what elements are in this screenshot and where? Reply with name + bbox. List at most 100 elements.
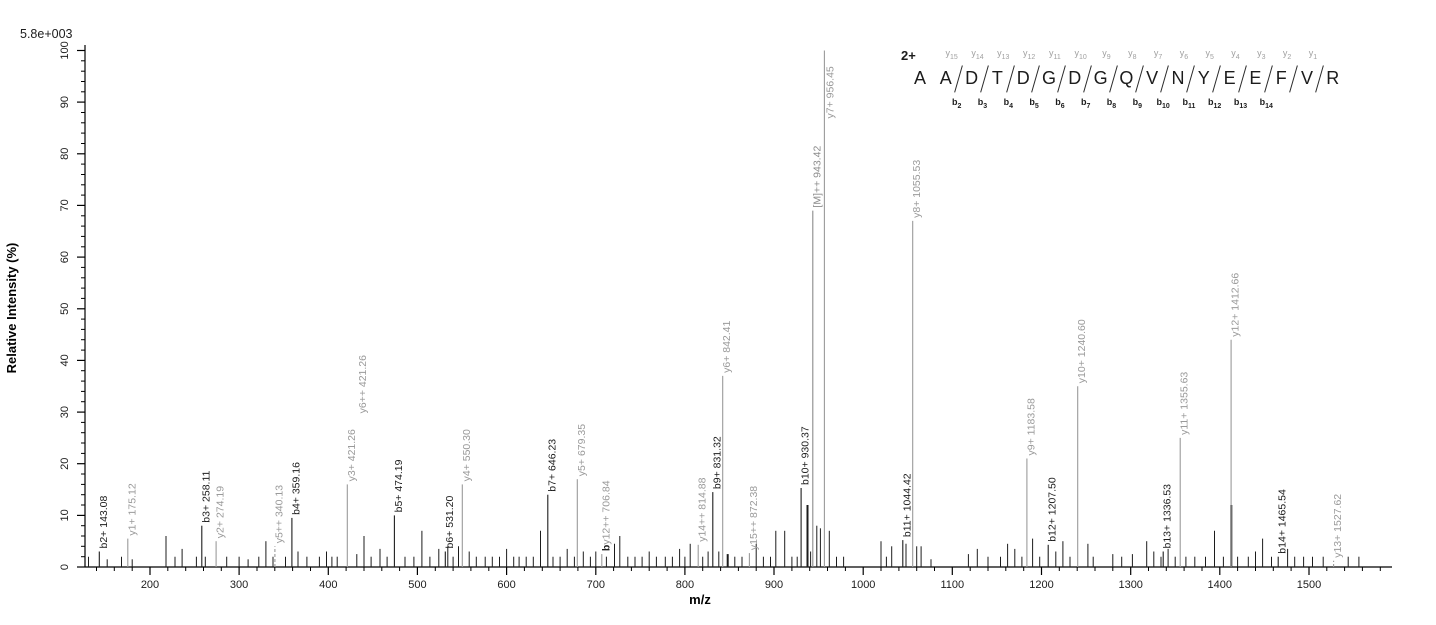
y-ion-label: y1	[1308, 48, 1318, 61]
sequence-residue: A	[913, 68, 926, 88]
y-tick-label: 60	[59, 251, 71, 263]
x-tick-label: 900	[765, 579, 783, 591]
x-tick-label: 1400	[1208, 579, 1232, 591]
x-tick-label: 500	[408, 579, 426, 591]
sequence-residue: E	[1249, 68, 1262, 88]
y-ion-label: y2	[1282, 48, 1292, 61]
y-tick-label: 50	[59, 303, 71, 315]
y-tick-label: 20	[59, 458, 71, 470]
peak-label: y5++ 340.13	[273, 485, 285, 544]
y-ion-label: y13	[997, 48, 1010, 61]
peak-label: y5+ 679.35	[576, 424, 588, 476]
b-ion-label: b10	[1156, 97, 1170, 110]
b-ion-label: b11	[1182, 97, 1196, 110]
peak-label: y11+ 1355.63	[1179, 372, 1191, 435]
b-ion-label: b13	[1233, 97, 1248, 110]
b-ion-label: b9	[1132, 97, 1142, 110]
x-tick-label: 400	[319, 579, 337, 591]
y-ion-label: y11	[1049, 48, 1061, 61]
b-ion-label: b4	[1003, 97, 1013, 110]
y-ion-label: y4	[1231, 48, 1240, 61]
sequence-residue: A	[939, 68, 952, 88]
peak-label: b14+ 1465.54	[1277, 489, 1289, 554]
b-ion-label: b6	[1055, 97, 1065, 110]
y-ion-label: y3	[1257, 48, 1266, 61]
peak-label: b10+ 930.37	[800, 426, 812, 485]
x-tick-label: 1500	[1297, 579, 1321, 591]
peak-label: y3+ 421.26	[346, 429, 358, 481]
sequence-residue: V	[1146, 68, 1159, 88]
peak-label: y2+ 274.19	[215, 486, 227, 538]
x-tick-label: 200	[141, 579, 159, 591]
b-ion-label: b12	[1208, 97, 1222, 110]
y-tick-label: 80	[59, 148, 71, 160]
peak-label: b13+ 1336.53	[1162, 484, 1174, 549]
peak-label: b3+ 258.11	[200, 470, 212, 522]
b-ion-label: b2	[951, 97, 962, 110]
y-axis-title: Relative Intensity (%)	[4, 243, 19, 374]
y-tick-label: 10	[59, 509, 71, 521]
sequence-residue: D	[1016, 68, 1030, 88]
peak-label: y7+ 956.45	[824, 66, 836, 118]
peak-label: b12+ 1207.50	[1047, 477, 1059, 542]
charge-state: 2+	[901, 48, 916, 63]
sequence-residue: G	[1093, 68, 1108, 88]
peak-label: y9+ 1183.58	[1025, 398, 1037, 455]
y-axis: 0 10 20 30 40 50 60 70 80 90 100 Relative Intensity…	[4, 41, 86, 570]
sequence-residue: D	[1068, 68, 1082, 88]
y-ion-label: y14	[971, 48, 984, 61]
x-tick-label: 1200	[1029, 579, 1053, 591]
intensity-scale-label: 5.8e+003	[20, 27, 73, 41]
x-tick-label: 1300	[1118, 579, 1142, 591]
peak-label: y14++ 814.88	[697, 477, 709, 541]
x-tick-label: 700	[587, 579, 605, 591]
peak-label: b4+ 359.16	[290, 462, 302, 515]
y-tick-label: 0	[59, 564, 71, 570]
sequence-residue: T	[991, 68, 1003, 88]
y-ion-label: y7	[1153, 48, 1163, 61]
x-tick-label: 800	[676, 579, 694, 591]
peak-label: y6+ 842.41	[721, 320, 733, 372]
peak-label: b5+ 474.19	[393, 459, 405, 512]
x-axis-title: m/z	[689, 592, 711, 607]
sequence-residue: Q	[1119, 68, 1134, 88]
peak-label: b6+ 531.20	[444, 495, 456, 548]
y-tick-label: 40	[59, 354, 71, 366]
sequence-residue: E	[1223, 68, 1236, 88]
y-tick-label: 100	[59, 41, 71, 59]
peak-label: y12+ 1412.66	[1230, 273, 1242, 337]
x-tick-label: 1100	[940, 579, 964, 591]
x-axis: 200 300 400 500 600 700 800 900 1000 1100 1200 1300…	[85, 566, 1392, 607]
peak-label: by12++ 706.84	[600, 480, 612, 551]
labeled-peaks: b2+ 143.08 y1+ 175.12 b3+ 258.11 y2+ 274.19…	[98, 50, 1344, 567]
b-ion-label: b7	[1080, 97, 1091, 110]
sequence-residue: V	[1300, 68, 1313, 88]
y-tick-label: 70	[59, 199, 71, 211]
peak-label: y4+ 550.30	[461, 429, 473, 481]
sequence-residue: R	[1326, 68, 1340, 88]
y-ion-label: y9	[1102, 48, 1111, 61]
peak-label: y10+ 1240.60	[1076, 319, 1088, 383]
b-ion-label: b8	[1106, 97, 1117, 110]
sequence-residue: F	[1275, 68, 1287, 88]
x-tick-label: 1000	[851, 579, 875, 591]
peak-label: y15++ 872.38	[748, 486, 760, 550]
y-tick-label: 30	[59, 406, 71, 418]
peak-label: y13+ 1527.62	[1332, 494, 1344, 558]
y-tick-label: 90	[59, 96, 71, 108]
peak-label: [M]++ 943.42	[811, 146, 823, 208]
peak-label: y1+ 175.12	[126, 483, 138, 535]
sequence-residue: N	[1171, 68, 1185, 88]
y-ion-label: y8	[1128, 48, 1137, 61]
y-ion-label: y5	[1205, 48, 1214, 61]
sequence-residue: D	[965, 68, 979, 88]
y-ion-label: y10	[1074, 48, 1087, 61]
peak-label: b7+ 646.23	[546, 439, 558, 492]
sequence-residue: Y	[1197, 68, 1210, 88]
peak-label: y8+ 1055.53	[911, 160, 923, 218]
peak-label: b11+ 1044.42	[901, 473, 913, 537]
x-tick-label: 300	[230, 579, 248, 591]
y-ion-label: y12	[1022, 48, 1036, 61]
minor-peaks	[88, 505, 1360, 567]
